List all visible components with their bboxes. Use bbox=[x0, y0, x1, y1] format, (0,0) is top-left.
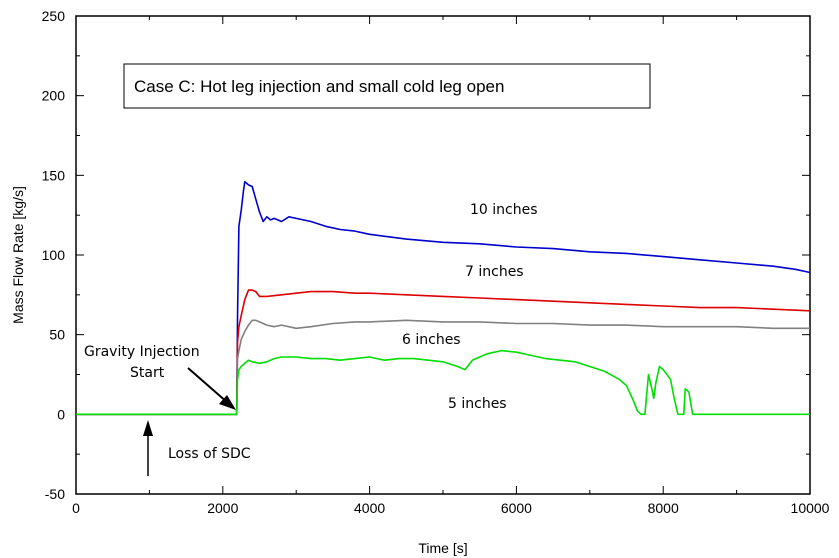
series-line-10-inches bbox=[76, 180, 811, 416]
gravity-injection-label: Gravity Injection bbox=[84, 344, 200, 360]
x-axis-title: Time [s] bbox=[418, 540, 467, 556]
y-tick-label: 50 bbox=[49, 327, 65, 343]
loss-of-sdc-arrow-icon bbox=[143, 420, 153, 476]
x-tick-label: 4000 bbox=[354, 500, 385, 516]
series-label-6-inches: 6 inches bbox=[402, 332, 461, 348]
case-box: Case C: Hot leg injection and small cold… bbox=[123, 63, 651, 109]
case-box-frame bbox=[123, 63, 651, 109]
series-line-6-inches bbox=[76, 319, 810, 416]
y-tick-label: 100 bbox=[42, 247, 66, 263]
series-label-5-inches: 5 inches bbox=[448, 396, 507, 412]
ticks bbox=[75, 15, 811, 495]
loss-of-sdc-label: Loss of SDC bbox=[168, 446, 251, 462]
x-tick-label: 10000 bbox=[791, 500, 830, 516]
x-tick-label: 6000 bbox=[501, 500, 532, 516]
x-tick-label: 0 bbox=[72, 500, 80, 516]
gravity-start-label: Start bbox=[130, 365, 165, 381]
y-tick-label: -50 bbox=[45, 486, 65, 502]
series-line-7-inches bbox=[76, 289, 811, 416]
y-tick-label: 150 bbox=[42, 167, 66, 183]
x-tick-label: 2000 bbox=[207, 500, 238, 516]
y-tick-label: 200 bbox=[42, 88, 66, 104]
series-lines bbox=[76, 180, 811, 416]
case-box-text: Case C: Hot leg injection and small cold… bbox=[134, 77, 504, 96]
tick-labels: 0 2000 4000 6000 8000 10000 -50 0 50 100 150 200 250 bbox=[42, 8, 830, 516]
series-label-7-inches: 7 inches bbox=[465, 264, 524, 280]
y-tick-label: 250 bbox=[42, 8, 66, 24]
gravity-arrow-icon bbox=[187, 367, 236, 410]
x-tick-label: 8000 bbox=[648, 500, 679, 516]
y-axis-title: Mass Flow Rate [kg/s] bbox=[10, 186, 26, 324]
y-tick-label: 0 bbox=[57, 406, 65, 422]
series-label-10-inches: 10 inches bbox=[470, 202, 538, 218]
series-line-5-inches bbox=[76, 349, 810, 416]
